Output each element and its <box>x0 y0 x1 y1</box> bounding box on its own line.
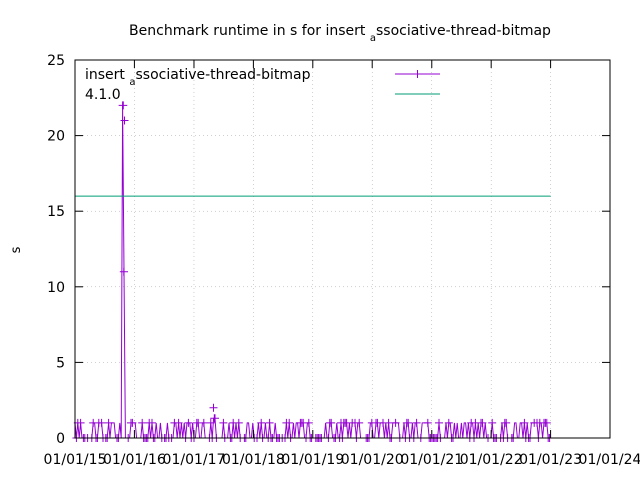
legend-marker-series-1 <box>413 70 422 78</box>
x-tick-label: 01/01/18 <box>222 452 285 468</box>
y-tick-label: 20 <box>47 129 65 145</box>
chart-grid <box>75 60 610 438</box>
x-tick-label: 01/01/24 <box>579 452 640 468</box>
x-tick-label: 01/01/20 <box>341 452 404 468</box>
x-tick-label: 01/01/16 <box>103 452 166 468</box>
y-tick-label: 25 <box>47 53 65 69</box>
plot-border <box>74 59 611 439</box>
y-tick-label: 15 <box>47 204 65 220</box>
x-tick-label: 01/01/19 <box>281 452 344 468</box>
y-tick-label: 5 <box>56 355 65 371</box>
x-tick-label: 01/01/17 <box>163 452 226 468</box>
y-tick-label: 0 <box>56 431 65 447</box>
chart-title: Benchmark runtime in s for insert associ… <box>129 23 551 44</box>
x-tick-label: 01/01/22 <box>460 452 523 468</box>
legend: insert associative-thread-bitmap 4.1.0 <box>85 67 440 103</box>
x-tick-label: 01/01/15 <box>44 452 107 468</box>
x-tick-label: 01/01/23 <box>519 452 582 468</box>
y-tick-label: 10 <box>47 280 65 296</box>
x-tick-label: 01/01/21 <box>400 452 463 468</box>
series-line-insert <box>74 105 550 439</box>
legend-label-series-2: 4.1.0 <box>85 87 121 103</box>
axis-ticks: 051015202501/01/1501/01/1601/01/1701/01/… <box>44 53 640 468</box>
y-axis-label: s <box>9 246 24 253</box>
legend-label-series-1: insert associative-thread-bitmap <box>85 67 311 88</box>
